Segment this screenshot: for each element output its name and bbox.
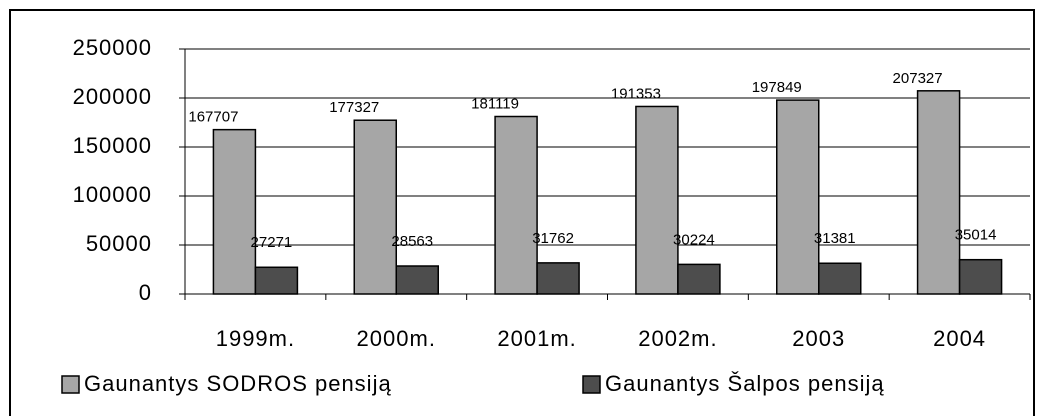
data-label: 207327 (893, 70, 943, 87)
data-label: 28563 (391, 233, 433, 250)
bar (818, 262, 862, 295)
x-tick-label: 2001m. (497, 326, 576, 351)
legend-swatch (582, 375, 601, 394)
y-tick-label: 250000 (73, 35, 152, 60)
data-label: 35014 (955, 227, 997, 244)
bar (536, 262, 580, 295)
y-tick-label: 50000 (86, 231, 152, 256)
y-tick-label: 150000 (73, 133, 152, 158)
data-label: 181119 (471, 95, 519, 112)
data-label: 177327 (329, 99, 379, 116)
bar (212, 128, 257, 295)
data-label: 31381 (814, 230, 856, 247)
legend-label: Gaunantys Šalpos pensiją (605, 371, 885, 396)
y-tick-label: 100000 (73, 182, 152, 207)
bar (916, 90, 961, 295)
data-label: 31762 (532, 230, 574, 247)
x-tick-label: 1999m. (216, 326, 295, 351)
x-tick-label: 2003 (792, 326, 845, 351)
data-label: 197849 (752, 79, 802, 96)
bar (677, 263, 721, 295)
bar (254, 266, 299, 295)
x-tick-label: 2000m. (357, 326, 436, 351)
bar (635, 105, 679, 295)
bar (395, 265, 439, 295)
x-tick-label: 2004 (933, 326, 986, 351)
data-label: 30224 (673, 231, 715, 248)
y-tick-label: 200000 (73, 84, 152, 109)
x-tick-label: 2002m. (638, 326, 717, 351)
y-tick-label: 0 (139, 280, 152, 305)
bar (776, 99, 820, 295)
legend-label: Gaunantys SODROS pensiją (84, 371, 392, 396)
bar (958, 258, 1003, 295)
data-label: 191353 (611, 85, 661, 102)
data-label: 27271 (251, 234, 293, 251)
legend-swatch (61, 375, 80, 394)
bar (494, 115, 538, 295)
bar (353, 119, 397, 295)
data-label: 167707 (188, 109, 238, 126)
